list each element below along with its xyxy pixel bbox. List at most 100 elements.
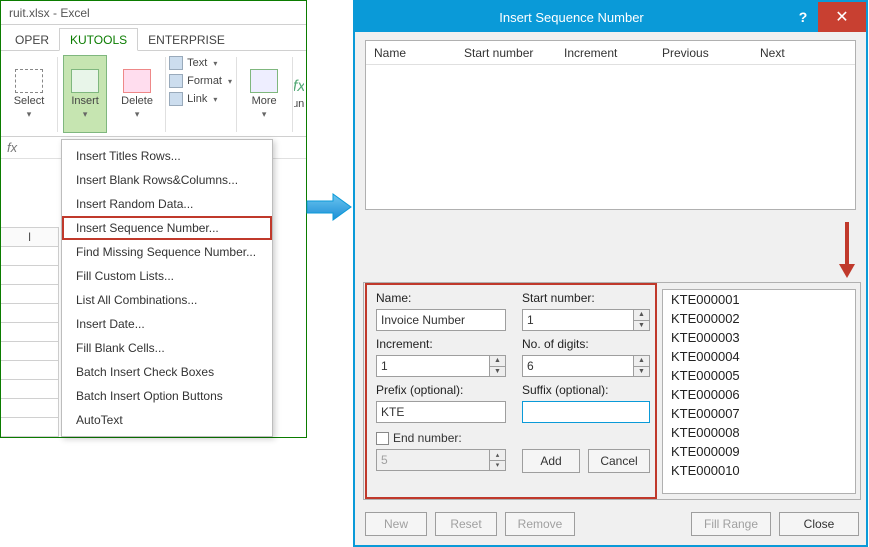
select-icon: [15, 69, 43, 93]
dialog-bottom-buttons: New Reset Remove Fill Range Close: [363, 508, 861, 540]
fill-range-button[interactable]: Fill Range: [691, 512, 771, 536]
chevron-down-icon: ▾: [135, 109, 140, 120]
arrow-right-icon: [305, 192, 353, 222]
format-icon: [169, 74, 183, 88]
digits-label: No. of digits:: [522, 337, 589, 351]
tab-enterprise[interactable]: ENTERPRISE: [138, 29, 235, 50]
increment-input[interactable]: 1 ▲▼: [376, 355, 506, 377]
funct-label: Funct: [294, 98, 304, 110]
end-label: End number:: [393, 431, 462, 445]
help-button[interactable]: ?: [788, 9, 818, 25]
chevron-down-icon: ▾: [262, 109, 267, 120]
select-button[interactable]: Select ▾: [7, 55, 51, 133]
more-button[interactable]: More ▾: [242, 55, 286, 133]
col-increment[interactable]: Increment: [556, 46, 654, 60]
menu-item[interactable]: Fill Blank Cells...: [62, 336, 272, 360]
sequence-list[interactable]: Name Start number Increment Previous Nex…: [365, 40, 856, 210]
suffix-input[interactable]: [522, 401, 650, 423]
preview-item: KTE000005: [663, 366, 855, 385]
menu-item[interactable]: List All Combinations...: [62, 288, 272, 312]
add-button[interactable]: Add: [522, 449, 580, 473]
cell[interactable]: [1, 266, 59, 285]
cell[interactable]: [1, 399, 59, 418]
text-button[interactable]: Text▾: [167, 55, 234, 71]
excel-title: ruit.xlsx - Excel: [9, 6, 90, 20]
menu-item-insert-sequence-number[interactable]: Insert Sequence Number...: [62, 216, 272, 240]
preview-item: KTE000002: [663, 309, 855, 328]
sheet-grid: I: [1, 227, 59, 437]
arrow-down-icon: [835, 220, 859, 280]
form-panel: Name: Invoice Number Start number: 1 ▲▼ …: [363, 282, 861, 500]
menu-item[interactable]: Insert Random Data...: [62, 192, 272, 216]
digits-input[interactable]: 6 ▲▼: [522, 355, 650, 377]
reset-button[interactable]: Reset: [435, 512, 497, 536]
end-spinner: ▴▾: [489, 450, 505, 470]
preview-item: KTE000004: [663, 347, 855, 366]
preview-item: KTE000001: [663, 290, 855, 309]
end-number-input: 5 ▴▾: [376, 449, 506, 471]
link-icon: [169, 92, 183, 106]
close-dialog-button[interactable]: Close: [779, 512, 859, 536]
col-next[interactable]: Next: [752, 46, 842, 60]
prefix-input[interactable]: KTE: [376, 401, 506, 423]
delete-button[interactable]: Delete ▾: [115, 55, 159, 133]
menu-item[interactable]: Insert Titles Rows...: [62, 144, 272, 168]
fx-label: fx: [7, 140, 17, 155]
cell[interactable]: [1, 342, 59, 361]
col-name[interactable]: Name: [366, 46, 456, 60]
cell[interactable]: [1, 323, 59, 342]
increment-label: Increment:: [376, 337, 433, 351]
col-start[interactable]: Start number: [456, 46, 556, 60]
col-previous[interactable]: Previous: [654, 46, 752, 60]
remove-button[interactable]: Remove: [505, 512, 575, 536]
column-header[interactable]: I: [1, 227, 59, 247]
tab-kutools[interactable]: KUTOOLS: [59, 28, 138, 51]
start-input[interactable]: 1 ▲▼: [522, 309, 650, 331]
cell[interactable]: [1, 247, 59, 266]
delete-icon: [123, 69, 151, 93]
preview-list[interactable]: KTE000001 KTE000002 KTE000003 KTE000004 …: [662, 289, 856, 494]
cell[interactable]: [1, 285, 59, 304]
link-button[interactable]: Link▾: [167, 91, 234, 107]
format-group: Text▾ Format▾ Link▾: [167, 53, 234, 136]
name-label: Name:: [376, 291, 411, 305]
prefix-label: Prefix (optional):: [376, 383, 463, 397]
tab-developer[interactable]: OPER: [5, 29, 59, 50]
start-label: Start number:: [522, 291, 595, 305]
end-number-checkbox[interactable]: End number:: [376, 431, 462, 445]
fx-icon: fx: [294, 78, 304, 96]
excel-window: ruit.xlsx - Excel OPER KUTOOLS ENTERPRIS…: [0, 0, 307, 438]
chevron-down-icon: ▾: [27, 109, 32, 120]
menu-item[interactable]: Find Missing Sequence Number...: [62, 240, 272, 264]
insert-dropdown-menu: Insert Titles Rows... Insert Blank Rows&…: [61, 139, 273, 437]
new-button[interactable]: New: [365, 512, 427, 536]
cancel-button[interactable]: Cancel: [588, 449, 650, 473]
dialog-title-bar[interactable]: Insert Sequence Number ? ✕: [355, 2, 866, 32]
digits-spinner[interactable]: ▲▼: [633, 356, 649, 376]
increment-spinner[interactable]: ▲▼: [489, 356, 505, 376]
menu-item[interactable]: Insert Blank Rows&Columns...: [62, 168, 272, 192]
insert-sequence-dialog: Insert Sequence Number ? ✕ Name Start nu…: [353, 0, 868, 547]
close-button[interactable]: ✕: [818, 2, 866, 32]
preview-item: KTE000007: [663, 404, 855, 423]
menu-item[interactable]: Batch Insert Check Boxes: [62, 360, 272, 384]
preview-item: KTE000003: [663, 328, 855, 347]
insert-button[interactable]: Insert ▾: [63, 55, 107, 133]
suffix-label: Suffix (optional):: [522, 383, 609, 397]
menu-item[interactable]: AutoText: [62, 408, 272, 432]
insert-label: Insert: [71, 95, 99, 107]
functions-button[interactable]: fx Funct: [294, 55, 304, 133]
cell[interactable]: [1, 304, 59, 323]
format-button[interactable]: Format▾: [167, 73, 234, 89]
menu-item[interactable]: Insert Date...: [62, 312, 272, 336]
cell[interactable]: [1, 380, 59, 399]
name-input[interactable]: Invoice Number: [376, 309, 506, 331]
cell[interactable]: [1, 361, 59, 380]
menu-item[interactable]: Batch Insert Option Buttons: [62, 384, 272, 408]
dialog-title: Insert Sequence Number: [355, 10, 788, 25]
start-spinner[interactable]: ▲▼: [633, 310, 649, 330]
chevron-down-icon: ▾: [83, 109, 88, 120]
insert-icon: [71, 69, 99, 93]
cell[interactable]: [1, 418, 59, 437]
menu-item[interactable]: Fill Custom Lists...: [62, 264, 272, 288]
